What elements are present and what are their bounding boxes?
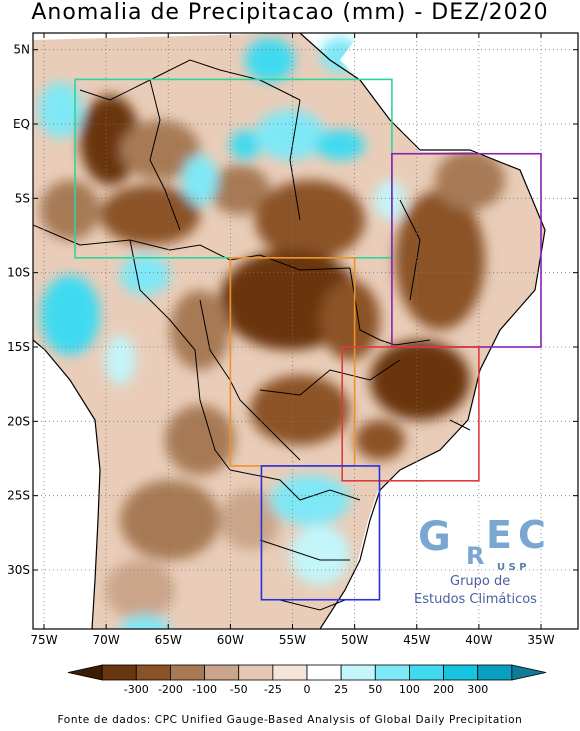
colorbar-label: 25	[334, 683, 348, 696]
lon-label: 55W	[279, 633, 306, 647]
colorbar-swatch	[204, 664, 240, 681]
colorbar-swatch	[511, 664, 547, 681]
data-source-note: Fonte de dados: CPC Unified Gauge-Based …	[57, 714, 523, 726]
colorbar-swatch	[306, 664, 342, 681]
lat-label: 15S	[7, 340, 30, 354]
lat-label: 20S	[7, 414, 30, 428]
lat-label: 5S	[15, 191, 30, 205]
colorbar-label: 0	[304, 683, 311, 696]
colorbar-label: -50	[230, 683, 248, 696]
colorbar-label: 200	[433, 683, 454, 696]
logo-usp: U S P	[497, 562, 527, 573]
lon-label: 40W	[465, 633, 492, 647]
logo-line-1: Grupo de	[450, 574, 510, 589]
map-plot-area	[33, 33, 578, 629]
colorbar-swatch	[238, 664, 274, 681]
logo-letter-e: E	[486, 513, 512, 557]
colorbar-swatch	[272, 664, 308, 681]
logo-letter-g: G	[418, 514, 451, 560]
colorbar-label: -200	[158, 683, 183, 696]
lat-label: 30S	[7, 563, 30, 577]
lon-label: 65W	[155, 633, 182, 647]
colorbar-swatch	[170, 664, 205, 681]
colorbar-swatch	[101, 664, 137, 681]
colorbar-swatch	[135, 664, 171, 681]
logo-letter-r: R	[466, 542, 484, 570]
logo-letter-c: C	[518, 513, 546, 557]
colorbar-swatch	[477, 664, 513, 681]
colorbar-swatch	[443, 664, 479, 681]
region-boxes	[74, 78, 542, 601]
lat-label: 10S	[7, 266, 30, 280]
colorbar-label: 50	[368, 683, 382, 696]
colorbar: -300 -200 -100 -50 -25 0 25 50 100 200 300	[67, 664, 547, 696]
lon-label: 50W	[341, 633, 368, 647]
colorbar-swatch	[409, 664, 444, 681]
region-box-south	[260, 465, 381, 601]
lon-label: 45W	[403, 633, 430, 647]
colorbar-label: -300	[124, 683, 149, 696]
anomaly-field	[38, 37, 505, 629]
colorbar-swatch	[340, 664, 376, 681]
colorbar-label: 100	[399, 683, 420, 696]
grid-lines	[33, 33, 578, 629]
map-title: Anomalia de Precipitacao (mm) - DEZ/2020	[31, 0, 549, 25]
lon-label: 70W	[93, 633, 120, 647]
colorbar-swatch	[374, 664, 410, 681]
colorbar-label: -100	[192, 683, 217, 696]
lat-label: 5N	[13, 43, 30, 57]
lat-label: 25S	[7, 489, 30, 503]
colorbar-swatch	[67, 664, 103, 681]
lon-label: 35W	[527, 633, 554, 647]
lon-label: 75W	[30, 633, 57, 647]
lon-label: 60W	[217, 633, 244, 647]
grec-logo: G R E C U S P Grupo de Estudos Climático…	[414, 513, 546, 607]
pacific-ocean	[33, 340, 100, 629]
colorbar-label: 300	[467, 683, 488, 696]
country-borders	[33, 59, 471, 611]
colorbar-label: -25	[264, 683, 282, 696]
coastline	[33, 33, 546, 629]
region-box-southeast	[341, 346, 480, 482]
lat-label: EQ	[13, 117, 30, 131]
logo-line-2: Estudos Climáticos	[414, 592, 537, 607]
axis-ticks: 5N EQ 5S 10S 15S 20S 25S 30S 75W 70W 65W 60W 55W 50W 4…	[7, 33, 578, 647]
plot-frame	[32, 32, 579, 630]
